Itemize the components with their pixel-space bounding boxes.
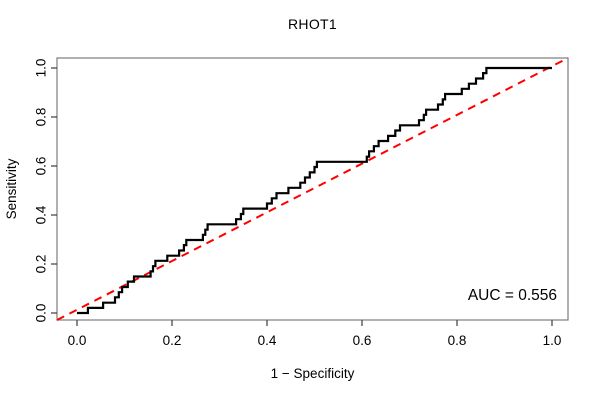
y-axis-tick-label: 0.6 — [34, 157, 49, 176]
y-axis-tick-label: 0.8 — [34, 108, 49, 127]
x-axis-title: 1 − Specificity — [270, 366, 355, 381]
x-axis-tick-label: 0.2 — [163, 333, 182, 348]
x-axis-tick-label: 0.4 — [258, 333, 277, 348]
x-axis-tick-label: 0.6 — [353, 333, 372, 348]
y-axis-tick-label: 1.0 — [34, 59, 49, 78]
plot-box — [56, 57, 569, 321]
roc-curve — [77, 66, 552, 315]
chance-diagonal-line — [56, 57, 569, 321]
y-axis-tick-label: 0.0 — [34, 304, 49, 323]
chart-title: RHOT1 — [288, 16, 337, 32]
auc-annotation: AUC = 0.556 — [467, 287, 557, 304]
y-axis-tick-label: 0.4 — [34, 205, 49, 224]
y-axis-tick-label: 0.2 — [34, 255, 49, 274]
x-axis-tick-label: 1.0 — [543, 333, 562, 348]
x-axis-tick-label: 0.0 — [68, 333, 87, 348]
x-axis-tick-label: 0.8 — [448, 333, 467, 348]
